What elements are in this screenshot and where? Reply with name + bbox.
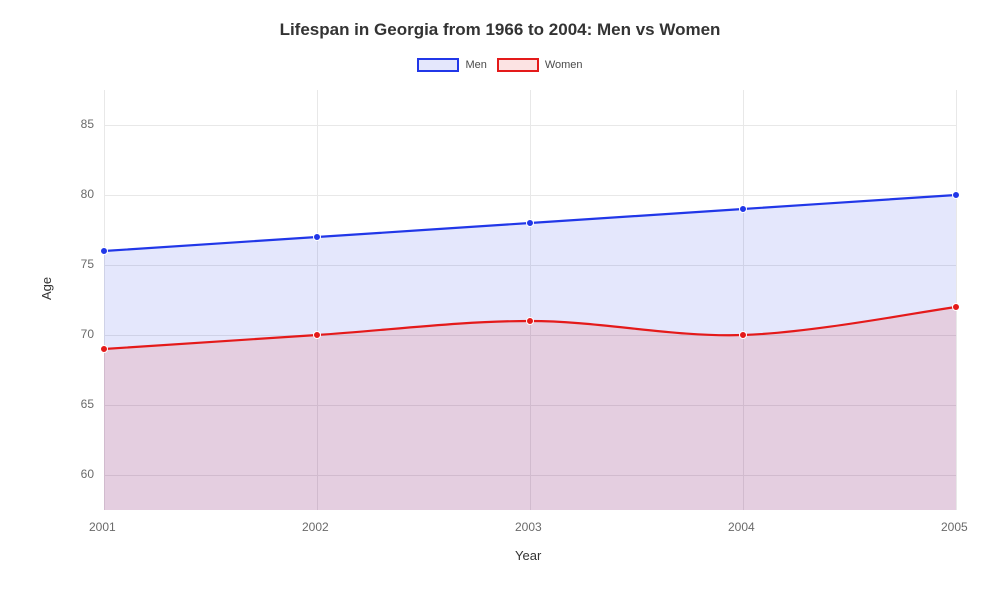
y-tick-label: 85 bbox=[81, 117, 94, 131]
chart-title: Lifespan in Georgia from 1966 to 2004: M… bbox=[0, 20, 1000, 40]
series-marker bbox=[953, 304, 960, 311]
y-tick-label: 60 bbox=[81, 467, 94, 481]
y-tick-label: 65 bbox=[81, 397, 94, 411]
series-marker bbox=[101, 248, 108, 255]
legend: Men Women bbox=[0, 58, 1000, 72]
series-marker bbox=[314, 332, 321, 339]
x-tick-label: 2002 bbox=[302, 520, 329, 534]
x-tick-label: 2004 bbox=[728, 520, 755, 534]
series-marker bbox=[527, 318, 534, 325]
legend-item-women: Women bbox=[497, 58, 583, 72]
series-marker bbox=[740, 206, 747, 213]
legend-item-men: Men bbox=[417, 58, 486, 72]
y-axis-label: Age bbox=[39, 277, 54, 300]
y-tick-label: 80 bbox=[81, 187, 94, 201]
legend-label-women: Women bbox=[545, 59, 583, 71]
x-tick-label: 2001 bbox=[89, 520, 116, 534]
legend-label-men: Men bbox=[465, 59, 486, 71]
x-tick-label: 2005 bbox=[941, 520, 968, 534]
series-marker bbox=[101, 346, 108, 353]
x-tick-label: 2003 bbox=[515, 520, 542, 534]
series-marker bbox=[527, 220, 534, 227]
series-marker bbox=[740, 332, 747, 339]
series-marker bbox=[953, 192, 960, 199]
plot-area bbox=[104, 90, 956, 510]
x-axis-label: Year bbox=[515, 548, 541, 563]
legend-swatch-women bbox=[497, 58, 539, 72]
grid-line-x bbox=[956, 90, 957, 510]
series-marker bbox=[314, 234, 321, 241]
y-tick-label: 70 bbox=[81, 327, 94, 341]
chart-svg bbox=[104, 90, 956, 510]
y-tick-label: 75 bbox=[81, 257, 94, 271]
chart-container: Lifespan in Georgia from 1966 to 2004: M… bbox=[0, 0, 1000, 600]
legend-swatch-men bbox=[417, 58, 459, 72]
